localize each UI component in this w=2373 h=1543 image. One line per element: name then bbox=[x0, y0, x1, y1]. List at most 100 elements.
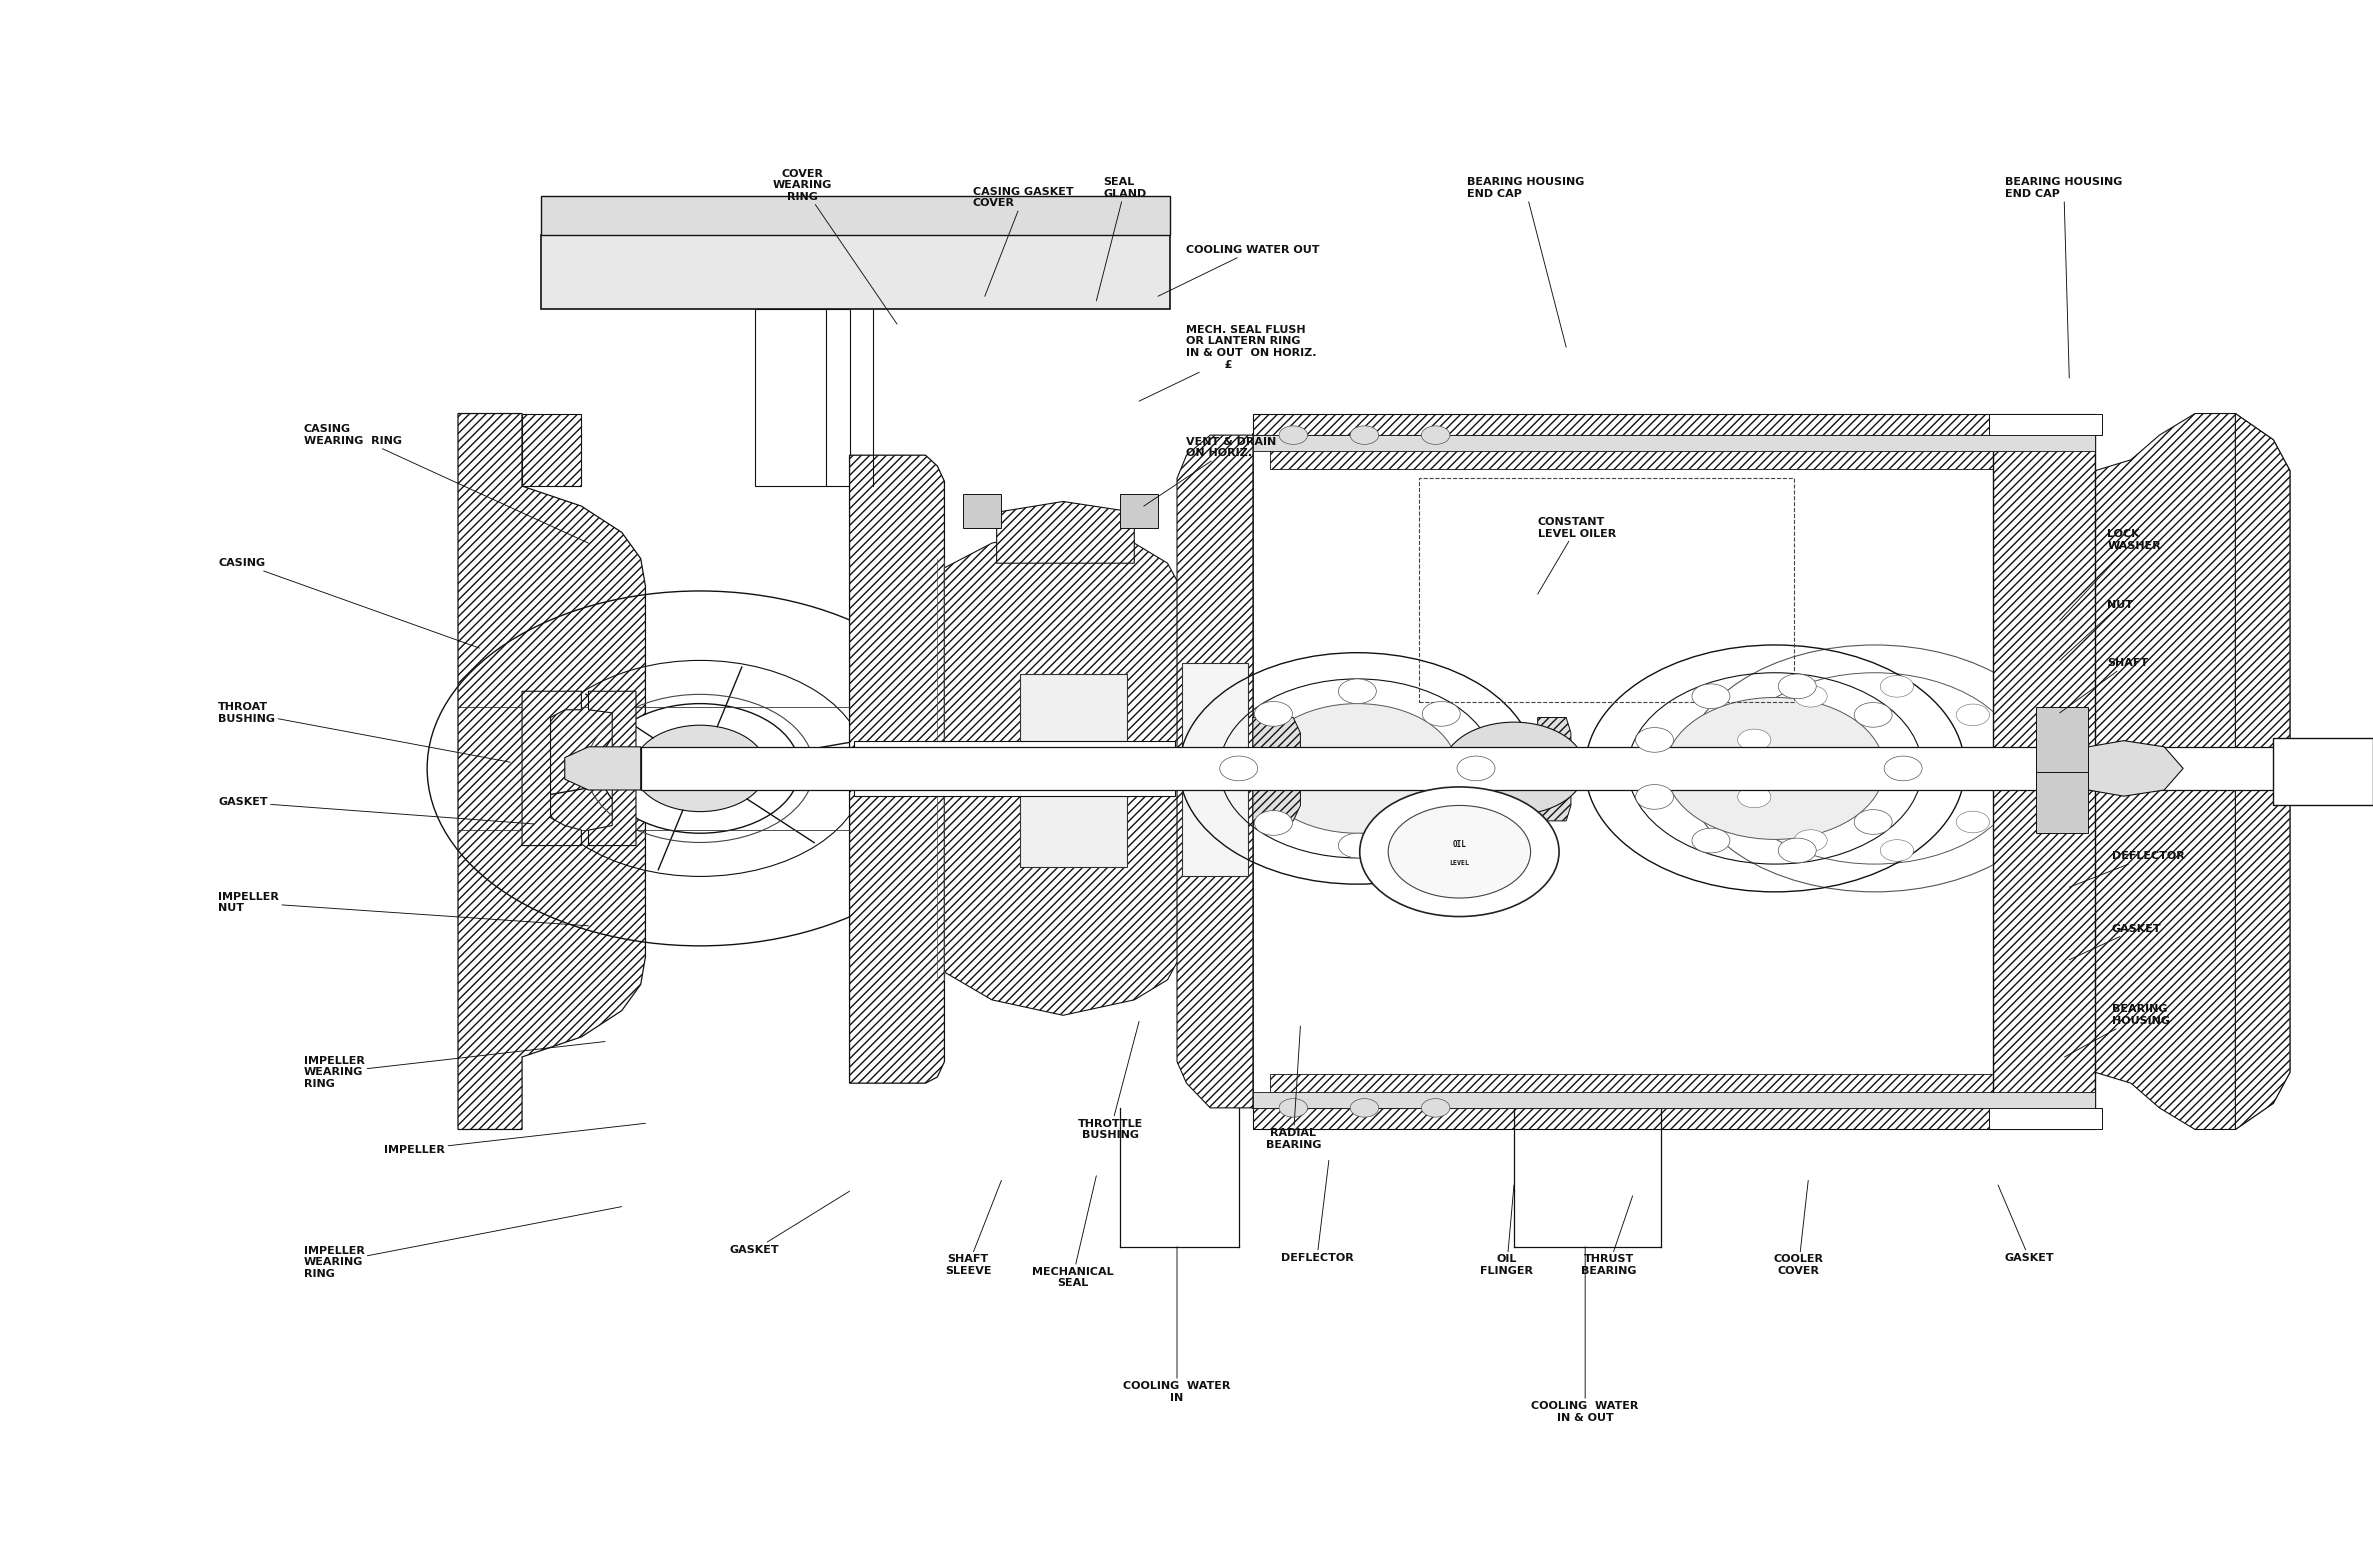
Polygon shape bbox=[1538, 717, 1571, 821]
Bar bbox=[1270, 1074, 2079, 1108]
Polygon shape bbox=[522, 691, 581, 846]
Text: SHAFT: SHAFT bbox=[2060, 659, 2148, 713]
Bar bbox=[1120, 494, 1158, 528]
Circle shape bbox=[1388, 805, 1531, 898]
Polygon shape bbox=[2235, 414, 2290, 1129]
Text: BEARING
HOUSING: BEARING HOUSING bbox=[2065, 1004, 2169, 1057]
Text: COOLER
COVER: COOLER COVER bbox=[1773, 1180, 1825, 1276]
Bar bbox=[2036, 707, 2088, 772]
Text: DEFLECTOR: DEFLECTOR bbox=[1281, 1160, 1353, 1262]
Text: COOLING  WATER
IN: COOLING WATER IN bbox=[1122, 1247, 1232, 1403]
Circle shape bbox=[1955, 812, 1989, 833]
Polygon shape bbox=[565, 747, 641, 790]
Circle shape bbox=[1443, 722, 1585, 815]
Text: MECH. SEAL FLUSH
OR LANTERN RING
IN & OUT  ON HORIZ.
          £: MECH. SEAL FLUSH OR LANTERN RING IN & OU… bbox=[1139, 324, 1317, 401]
Circle shape bbox=[1279, 426, 1308, 444]
Text: CONSTANT
LEVEL OILER: CONSTANT LEVEL OILER bbox=[1538, 517, 1616, 594]
Polygon shape bbox=[522, 414, 581, 486]
Polygon shape bbox=[944, 528, 1182, 1015]
Circle shape bbox=[1879, 839, 1913, 861]
Text: GASKET: GASKET bbox=[1998, 1185, 2053, 1262]
Circle shape bbox=[1692, 829, 1730, 853]
Bar bbox=[1993, 434, 2095, 1108]
Bar bbox=[2273, 738, 2373, 805]
Circle shape bbox=[1794, 830, 1827, 852]
Text: IMPELLER: IMPELLER bbox=[384, 1123, 645, 1154]
Bar bbox=[641, 747, 2283, 790]
Text: RADIAL
BEARING: RADIAL BEARING bbox=[1265, 1026, 1322, 1150]
Circle shape bbox=[1666, 697, 1884, 839]
Bar bbox=[1270, 435, 2079, 469]
Circle shape bbox=[1777, 838, 1815, 863]
Text: NUT: NUT bbox=[2060, 600, 2133, 660]
Bar bbox=[854, 741, 1175, 796]
Bar bbox=[1253, 434, 2095, 1108]
Circle shape bbox=[1777, 674, 1815, 699]
Text: GASKET: GASKET bbox=[2069, 924, 2162, 960]
Text: BEARING HOUSING
END CAP: BEARING HOUSING END CAP bbox=[1467, 177, 1583, 347]
Bar bbox=[2036, 768, 2088, 833]
Bar bbox=[1182, 663, 1248, 876]
Text: SEAL
GLAND: SEAL GLAND bbox=[1096, 177, 1146, 301]
Text: THROTTLE
BUSHING: THROTTLE BUSHING bbox=[1077, 1021, 1144, 1140]
Bar bbox=[1989, 1108, 2102, 1129]
Circle shape bbox=[1279, 1099, 1308, 1117]
Text: COOLING  WATER
IN & OUT: COOLING WATER IN & OUT bbox=[1531, 1247, 1640, 1423]
Bar bbox=[1419, 478, 1794, 702]
Circle shape bbox=[1457, 756, 1495, 781]
Polygon shape bbox=[2095, 414, 2290, 1129]
Bar bbox=[1253, 1092, 2095, 1108]
Bar bbox=[1182, 566, 1248, 975]
Circle shape bbox=[1737, 785, 1770, 807]
Circle shape bbox=[1255, 702, 1293, 727]
Text: IMPELLER
WEARING
RING: IMPELLER WEARING RING bbox=[304, 1207, 622, 1279]
Bar bbox=[755, 309, 850, 486]
Text: SHAFT
SLEEVE: SHAFT SLEEVE bbox=[944, 1180, 1001, 1276]
Text: LOCK
WASHER: LOCK WASHER bbox=[2060, 529, 2162, 620]
Text: COOLING WATER OUT: COOLING WATER OUT bbox=[1158, 245, 1319, 296]
Circle shape bbox=[1692, 684, 1730, 708]
Bar bbox=[1253, 1108, 2095, 1129]
Text: CASING: CASING bbox=[218, 559, 479, 648]
Bar bbox=[1253, 414, 2095, 435]
Text: BEARING HOUSING
END CAP: BEARING HOUSING END CAP bbox=[2005, 177, 2121, 378]
Text: LEVEL: LEVEL bbox=[1450, 859, 1469, 866]
Polygon shape bbox=[589, 691, 636, 846]
Circle shape bbox=[1955, 704, 1989, 725]
Circle shape bbox=[634, 725, 766, 812]
Bar bbox=[541, 235, 1170, 309]
Text: DEFLECTOR: DEFLECTOR bbox=[2069, 852, 2186, 887]
Circle shape bbox=[1350, 426, 1379, 444]
Polygon shape bbox=[997, 501, 1134, 563]
Bar bbox=[963, 494, 1001, 528]
Bar bbox=[1253, 435, 2095, 451]
Text: CASING
WEARING  RING: CASING WEARING RING bbox=[304, 424, 589, 543]
Circle shape bbox=[1421, 810, 1459, 835]
Circle shape bbox=[1421, 426, 1450, 444]
Polygon shape bbox=[1253, 717, 1300, 821]
Text: THRUST
BEARING: THRUST BEARING bbox=[1580, 1196, 1637, 1276]
Circle shape bbox=[1360, 787, 1559, 917]
Circle shape bbox=[600, 704, 800, 833]
Circle shape bbox=[1258, 704, 1457, 833]
Circle shape bbox=[1879, 676, 1913, 697]
Text: OIL: OIL bbox=[1452, 839, 1467, 849]
Text: MECHANICAL
SEAL: MECHANICAL SEAL bbox=[1032, 1176, 1113, 1288]
Circle shape bbox=[1986, 758, 2019, 779]
Circle shape bbox=[1884, 756, 1922, 781]
Circle shape bbox=[1220, 756, 1258, 781]
Circle shape bbox=[1853, 702, 1891, 727]
Bar bbox=[541, 196, 1170, 235]
Polygon shape bbox=[850, 455, 944, 1083]
Circle shape bbox=[1255, 810, 1293, 835]
Polygon shape bbox=[458, 414, 645, 1129]
Text: CASING GASKET
COVER: CASING GASKET COVER bbox=[973, 187, 1073, 296]
Circle shape bbox=[1737, 730, 1770, 751]
Text: VENT & DRAIN
ON HORIZ.: VENT & DRAIN ON HORIZ. bbox=[1144, 437, 1277, 506]
Circle shape bbox=[1635, 784, 1673, 809]
Circle shape bbox=[1853, 810, 1891, 835]
Polygon shape bbox=[1177, 435, 1253, 1108]
Text: IMPELLER
NUT: IMPELLER NUT bbox=[218, 892, 589, 926]
Circle shape bbox=[1350, 1099, 1379, 1117]
Circle shape bbox=[1635, 728, 1673, 753]
